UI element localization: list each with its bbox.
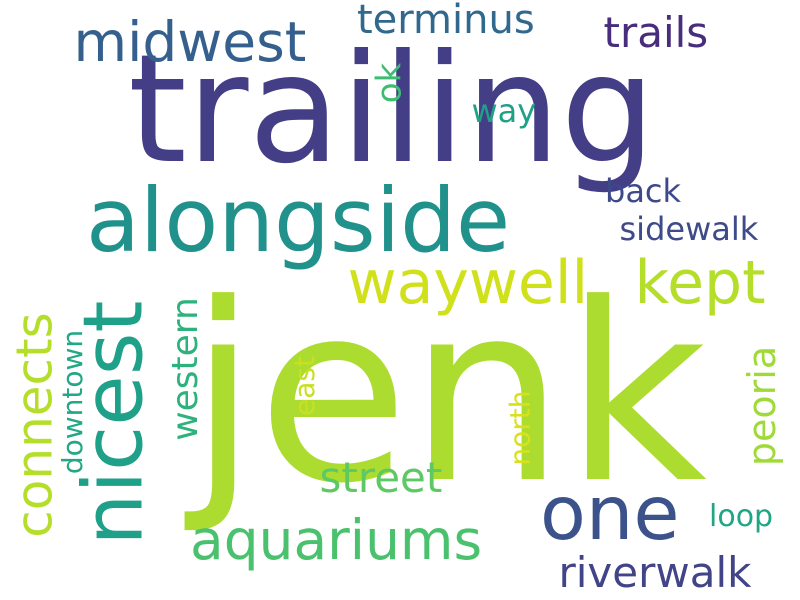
- word-way: way: [471, 92, 537, 130]
- word-trails: trails: [603, 8, 709, 57]
- word-one: one: [540, 468, 680, 557]
- word-western: western: [164, 297, 206, 441]
- word-jenk: jenk: [189, 252, 708, 538]
- word-street: street: [319, 453, 443, 502]
- word-sidewalk: sidewalk: [619, 210, 759, 248]
- word-midwest: midwest: [73, 9, 307, 74]
- word-kept: kept: [634, 248, 766, 318]
- word-back: back: [605, 172, 682, 210]
- word-loop: loop: [709, 499, 774, 534]
- word-downtown: downtown: [56, 329, 90, 475]
- word-peoria: peoria: [740, 345, 785, 467]
- word-riverwalk: riverwalk: [558, 548, 752, 597]
- word-terminus: terminus: [357, 0, 535, 43]
- word-north: north: [503, 390, 537, 466]
- word-connects: connects: [5, 312, 64, 538]
- word-east: east: [287, 356, 321, 416]
- word-alongside: alongside: [86, 169, 511, 272]
- word-aquariums: aquariums: [190, 507, 483, 572]
- word-ok: ok: [368, 62, 409, 104]
- word-waywell: waywell: [347, 248, 589, 318]
- word-trailing: trailing: [128, 23, 656, 197]
